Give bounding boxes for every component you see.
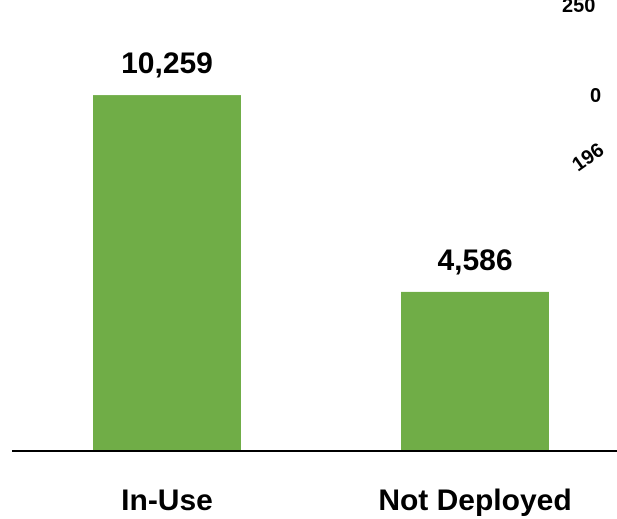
partial-x-label: 196 xyxy=(568,139,608,176)
value-label-in-use: 10,259 xyxy=(121,47,213,80)
bars-group xyxy=(93,95,549,451)
labels-group: 10,259 In-Use 4,586 Not Deployed xyxy=(121,47,572,517)
bar-in-use xyxy=(93,95,241,451)
value-label-not-deployed: 4,586 xyxy=(437,244,512,277)
partial-tick-label-0: 0 xyxy=(590,85,601,107)
x-tick-label-in-use: In-Use xyxy=(121,484,213,517)
partial-tick-label-250: 250 xyxy=(562,0,595,17)
bar-not-deployed xyxy=(401,291,549,451)
x-tick-label-not-deployed: Not Deployed xyxy=(378,484,571,517)
